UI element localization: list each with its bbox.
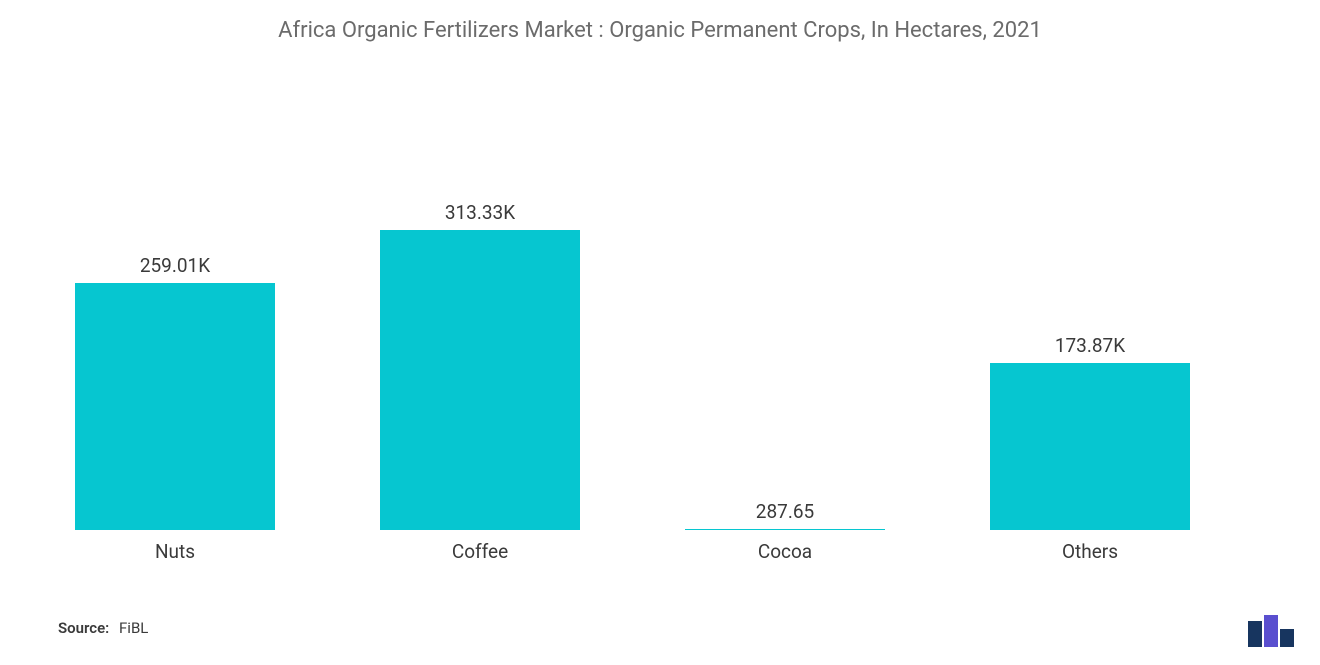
bar-group: 259.01KNuts xyxy=(75,254,275,530)
bar-rect xyxy=(685,529,885,530)
bar-group: 287.65Cocoa xyxy=(685,500,885,530)
logo-bar-icon xyxy=(1264,615,1278,647)
chart-title: Africa Organic Fertilizers Market : Orga… xyxy=(0,18,1320,43)
bar-rect xyxy=(380,230,580,530)
bar-category-label: Others xyxy=(990,540,1190,563)
brand-logo xyxy=(1248,615,1294,647)
logo-bar-icon xyxy=(1248,621,1262,647)
bar-category-label: Coffee xyxy=(380,540,580,563)
bar-group: 313.33KCoffee xyxy=(380,201,580,530)
bar-data-label: 313.33K xyxy=(445,201,515,224)
source-value: FiBL xyxy=(119,619,148,637)
bar-data-label: 287.65 xyxy=(756,500,814,523)
bar-data-label: 259.01K xyxy=(140,254,210,277)
bar-rect xyxy=(75,283,275,530)
bar-category-label: Cocoa xyxy=(685,540,885,563)
logo-bar-icon xyxy=(1280,629,1294,647)
bar-data-label: 173.87K xyxy=(1055,334,1125,357)
plot-area: 259.01KNuts313.33KCoffee287.65Cocoa173.8… xyxy=(60,230,1260,530)
source-attribution: Source: FiBL xyxy=(58,619,148,637)
bar-category-label: Nuts xyxy=(75,540,275,563)
source-label: Source: xyxy=(58,619,109,637)
bar-group: 173.87KOthers xyxy=(990,334,1190,530)
chart-container: Africa Organic Fertilizers Market : Orga… xyxy=(0,0,1320,665)
bar-rect xyxy=(990,363,1190,530)
